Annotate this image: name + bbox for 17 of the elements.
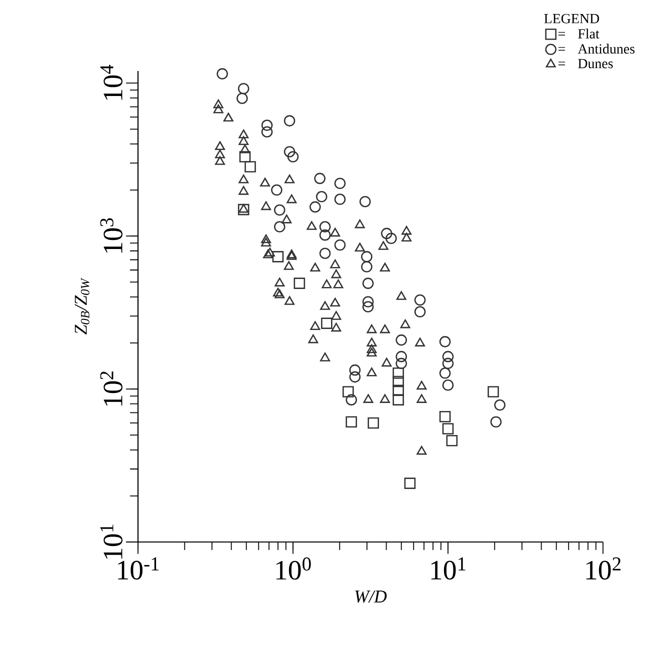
y-tick-label: 10$^{3}$ <box>100 218 122 253</box>
legend-label: Antidunes <box>578 44 635 54</box>
x-axis-title: W/D <box>355 590 387 603</box>
x-tick-label: 10$^{2}$ <box>586 557 620 580</box>
y-tick-label: 10$^{4}$ <box>100 64 122 100</box>
y-axis-title: Z$_{0B}$/Z$_{0W}$ <box>74 278 90 335</box>
text: = <box>558 32 565 36</box>
x-tick-label: 10$^{1}$ <box>431 557 466 580</box>
text: = <box>558 47 565 51</box>
legend-label: Flat <box>578 28 600 38</box>
legend-label: Dunes <box>578 58 613 68</box>
x-tick-label: 10$^{-1}$ <box>118 557 159 580</box>
x-tick-label: 10$^{0}$ <box>276 557 311 580</box>
y-tick-label: 10$^{2}$ <box>100 372 122 406</box>
text: = <box>558 62 565 66</box>
legend-title: LEGEND <box>544 14 600 24</box>
y-tick-label: 10$^{1}$ <box>100 524 122 559</box>
